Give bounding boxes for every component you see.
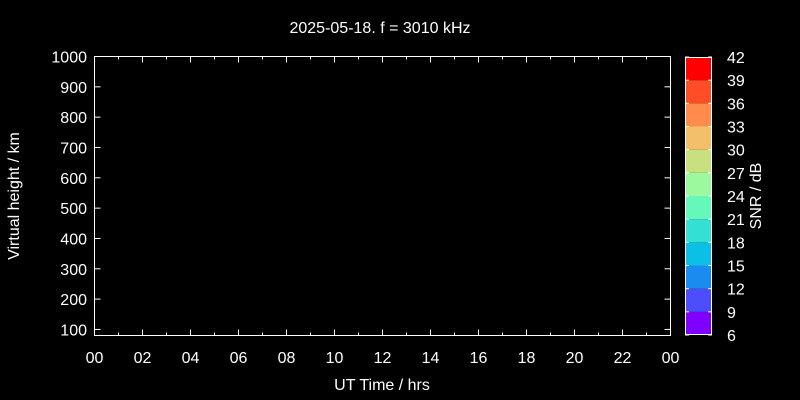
colorbar-tick-label: 21 <box>727 212 745 229</box>
colorbar-band <box>685 196 712 220</box>
x-tick-label: 10 <box>326 350 344 367</box>
x-tick-label: 06 <box>230 350 248 367</box>
colorbar-band <box>685 80 712 104</box>
y-axis-label: Virtual height / km <box>6 132 23 260</box>
colorbar-tick-label: 42 <box>727 50 745 67</box>
colorbar-band <box>685 265 712 289</box>
colorbar-tick-label: 33 <box>727 120 745 137</box>
y-tick-label: 500 <box>60 201 87 218</box>
x-tick-label: 22 <box>614 350 632 367</box>
colorbar-tick-label: 9 <box>727 305 736 322</box>
colorbar-band <box>685 172 712 196</box>
colorbar-band <box>685 126 712 150</box>
x-tick-label: 00 <box>662 350 680 367</box>
x-tick-label: 00 <box>86 350 104 367</box>
colorbar-tick-label: 15 <box>727 259 745 276</box>
x-tick-label: 08 <box>278 350 296 367</box>
colorbar-tick-label: 6 <box>727 328 736 345</box>
plot-area <box>94 56 671 336</box>
y-tick-label: 300 <box>60 262 87 279</box>
x-tick-label: 20 <box>566 350 584 367</box>
x-tick-label: 02 <box>134 350 152 367</box>
x-tick-label: 14 <box>422 350 440 367</box>
y-tick-label: 200 <box>60 292 87 309</box>
x-tick-label: 18 <box>518 350 536 367</box>
colorbar-tick-label: 39 <box>727 73 745 90</box>
colorbar-tick-label: 12 <box>727 282 745 299</box>
chart-title: 2025-05-18. f = 3010 kHz <box>289 20 470 37</box>
colorbar-band <box>685 242 712 266</box>
y-tick-label: 1000 <box>51 50 87 67</box>
x-tick-label: 04 <box>182 350 200 367</box>
x-tick-label: 12 <box>374 350 392 367</box>
y-tick-label: 400 <box>60 231 87 248</box>
colorbar-band <box>685 311 712 335</box>
y-tick-label: 800 <box>60 110 87 127</box>
colorbar-band <box>685 103 712 127</box>
y-tick-label: 900 <box>60 80 87 97</box>
x-axis-label: UT Time / hrs <box>334 377 430 394</box>
x-tick-label: 16 <box>470 350 488 367</box>
colorbar-tick-label: 36 <box>727 96 745 113</box>
colorbar-tick-label: 18 <box>727 235 745 252</box>
colorbar-band <box>685 57 712 81</box>
colorbar-tick-label: 24 <box>727 189 745 206</box>
colorbar-band <box>685 219 712 243</box>
colorbar-label: SNR / dB <box>748 163 765 230</box>
y-tick-label: 700 <box>60 140 87 157</box>
colorbar-band <box>685 288 712 312</box>
y-tick-label: 600 <box>60 171 87 188</box>
colorbar-tick-label: 27 <box>727 166 745 183</box>
colorbar-tick-label: 30 <box>727 143 745 160</box>
colorbar-band <box>685 149 712 173</box>
y-tick-label: 100 <box>60 322 87 339</box>
